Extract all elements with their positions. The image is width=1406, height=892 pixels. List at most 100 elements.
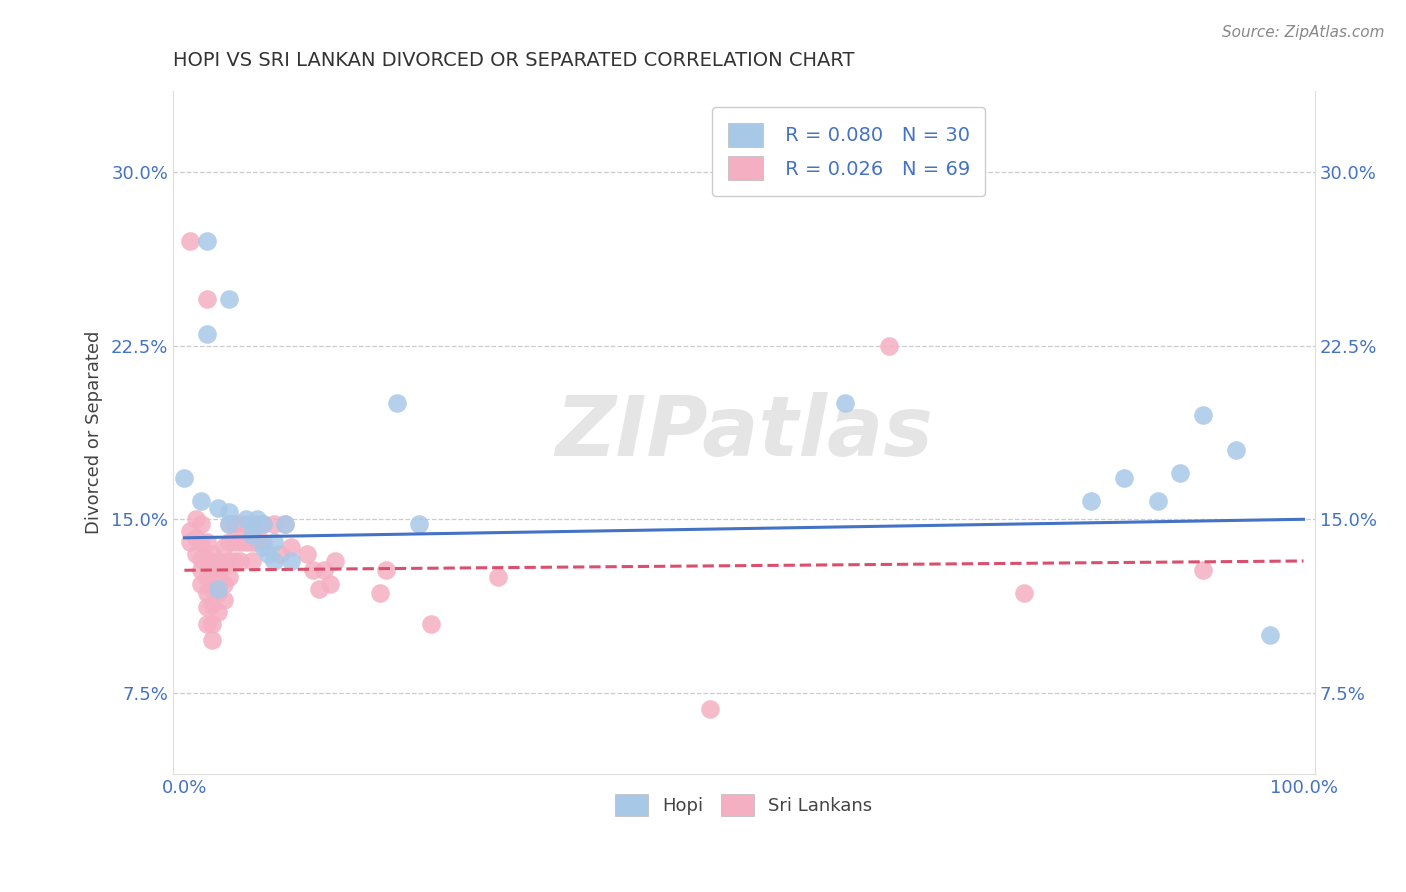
Point	[201, 632, 224, 647]
Point	[486, 570, 509, 584]
Text: HOPI VS SRI LANKAN DIVORCED OR SEPARATED CORRELATION CHART: HOPI VS SRI LANKAN DIVORCED OR SEPARATED…	[173, 51, 855, 70]
Point	[207, 500, 229, 515]
Point	[1012, 586, 1035, 600]
Point	[218, 554, 240, 568]
Point	[190, 551, 212, 566]
Point	[195, 586, 218, 600]
Point	[1191, 563, 1213, 577]
Y-axis label: Divorced or Separated: Divorced or Separated	[86, 331, 103, 534]
Point	[1170, 466, 1192, 480]
Point	[246, 512, 269, 526]
Legend: Hopi, Sri Lankans: Hopi, Sri Lankans	[609, 787, 880, 823]
Point	[419, 616, 441, 631]
Point	[179, 524, 201, 538]
Point	[699, 702, 721, 716]
Point	[201, 547, 224, 561]
Point	[190, 563, 212, 577]
Point	[212, 540, 235, 554]
Point	[834, 396, 856, 410]
Point	[195, 551, 218, 566]
Point	[195, 600, 218, 615]
Point	[1080, 493, 1102, 508]
Point	[235, 516, 257, 531]
Point	[308, 582, 330, 596]
Text: ZIPatlas: ZIPatlas	[555, 392, 934, 473]
Point	[408, 516, 430, 531]
Point	[302, 563, 325, 577]
Point	[1191, 408, 1213, 422]
Point	[240, 535, 263, 549]
Point	[1114, 470, 1136, 484]
Point	[240, 516, 263, 531]
Point	[229, 535, 252, 549]
Point	[190, 577, 212, 591]
Point	[1225, 442, 1247, 457]
Point	[297, 547, 319, 561]
Point	[218, 535, 240, 549]
Point	[252, 540, 274, 554]
Point	[235, 535, 257, 549]
Point	[224, 535, 246, 549]
Point	[195, 326, 218, 341]
Point	[207, 570, 229, 584]
Point	[207, 554, 229, 568]
Point	[195, 292, 218, 306]
Point	[229, 554, 252, 568]
Point	[201, 616, 224, 631]
Point	[179, 535, 201, 549]
Point	[319, 577, 342, 591]
Point	[246, 516, 269, 531]
Point	[190, 535, 212, 549]
Point	[218, 516, 240, 531]
Point	[218, 505, 240, 519]
Point	[252, 516, 274, 531]
Point	[235, 512, 257, 526]
Point	[1147, 493, 1170, 508]
Point	[224, 554, 246, 568]
Point	[257, 547, 280, 561]
Point	[190, 516, 212, 531]
Point	[207, 605, 229, 619]
Point	[879, 338, 901, 352]
Point	[201, 582, 224, 596]
Point	[240, 554, 263, 568]
Point	[184, 547, 207, 561]
Point	[224, 516, 246, 531]
Point	[218, 570, 240, 584]
Point	[274, 516, 297, 531]
Point	[1258, 628, 1281, 642]
Point	[280, 540, 302, 554]
Point	[229, 516, 252, 531]
Point	[374, 563, 396, 577]
Point	[207, 586, 229, 600]
Point	[195, 616, 218, 631]
Point	[385, 396, 408, 410]
Point	[201, 598, 224, 612]
Point	[368, 586, 391, 600]
Point	[246, 535, 269, 549]
Point	[212, 593, 235, 607]
Point	[173, 470, 195, 484]
Point	[263, 554, 285, 568]
Point	[195, 535, 218, 549]
Point	[252, 535, 274, 549]
Point	[184, 531, 207, 545]
Point	[218, 292, 240, 306]
Point	[184, 512, 207, 526]
Point	[263, 516, 285, 531]
Point	[207, 582, 229, 596]
Point	[314, 563, 336, 577]
Point	[212, 577, 235, 591]
Point	[218, 516, 240, 531]
Point	[240, 528, 263, 542]
Point	[195, 570, 218, 584]
Text: Source: ZipAtlas.com: Source: ZipAtlas.com	[1222, 25, 1385, 40]
Point	[179, 234, 201, 248]
Point	[190, 493, 212, 508]
Point	[274, 516, 297, 531]
Point	[263, 535, 285, 549]
Point	[240, 516, 263, 531]
Point	[280, 554, 302, 568]
Point	[195, 234, 218, 248]
Point	[269, 547, 291, 561]
